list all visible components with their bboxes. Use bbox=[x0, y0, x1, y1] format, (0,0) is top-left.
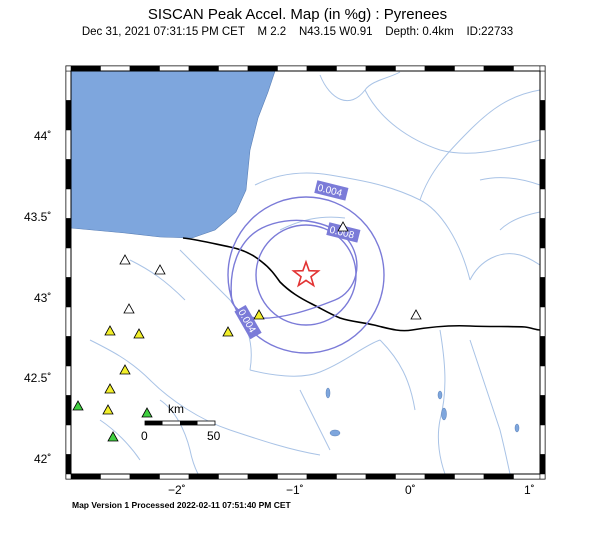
station-yellow bbox=[133, 328, 145, 339]
station-white bbox=[337, 221, 349, 232]
station-green bbox=[107, 431, 119, 442]
scale-bar: km 0 50 bbox=[141, 402, 221, 443]
lon-label-minus2: −2˚ bbox=[168, 483, 186, 497]
station-green bbox=[72, 400, 84, 411]
latitude-labels: 44˚ 43.5˚ 43˚ 42.5˚ 42˚ bbox=[24, 129, 51, 466]
processing-info: Map Version 1 Processed 2022-02-11 07:51… bbox=[72, 500, 291, 510]
lat-label-42: 42˚ bbox=[34, 452, 51, 466]
station-yellow bbox=[222, 326, 234, 337]
lon-label-0: 0˚ bbox=[405, 483, 416, 497]
map-title: SISCAN Peak Accel. Map (in %g) : Pyrenee… bbox=[147, 6, 448, 23]
station-white bbox=[154, 264, 166, 275]
scale-start: 0 bbox=[141, 429, 148, 443]
sea-bay-of-biscay bbox=[70, 70, 276, 239]
scale-end: 50 bbox=[207, 429, 221, 443]
event-info: Dec 31, 2021 07:31:15 PM CET M 2.2 N43.1… bbox=[81, 26, 514, 38]
lon-label-1: 1˚ bbox=[524, 483, 535, 497]
rivers bbox=[89, 71, 541, 475]
station-yellow bbox=[104, 383, 116, 394]
reservoirs bbox=[325, 387, 520, 437]
star-icon bbox=[291, 259, 321, 288]
pga-contours bbox=[227, 196, 385, 354]
scale-unit: km bbox=[168, 402, 184, 416]
lat-label-44: 44˚ bbox=[34, 129, 51, 143]
lat-label-42-5: 42.5˚ bbox=[24, 371, 51, 385]
station-white bbox=[123, 303, 135, 314]
longitude-labels: −2˚ −1˚ 0˚ 1˚ bbox=[168, 483, 535, 497]
lat-label-43-5: 43.5˚ bbox=[24, 210, 51, 224]
contour-outer bbox=[227, 196, 385, 354]
station-yellow bbox=[102, 404, 114, 415]
map-area: 0.004 0.008 0.004 bbox=[70, 70, 541, 475]
station-yellow bbox=[104, 325, 116, 336]
station-yellow bbox=[253, 309, 265, 320]
stations bbox=[72, 221, 422, 442]
station-white bbox=[119, 254, 131, 265]
station-white bbox=[410, 309, 422, 320]
station-green bbox=[141, 407, 153, 418]
station-yellow bbox=[119, 364, 131, 375]
lat-label-43: 43˚ bbox=[34, 291, 51, 305]
lon-label-minus1: −1˚ bbox=[286, 483, 304, 497]
national-border bbox=[182, 237, 541, 332]
